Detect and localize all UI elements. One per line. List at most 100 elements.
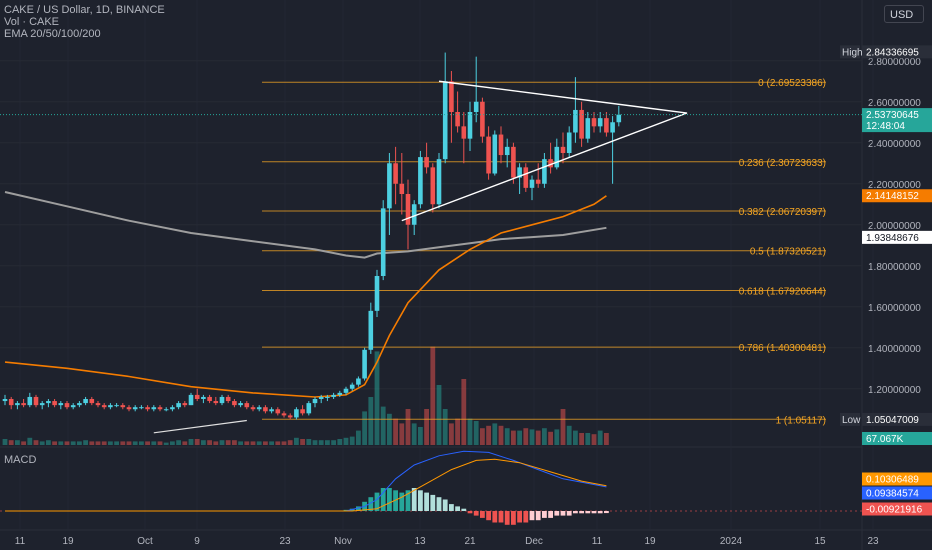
macd-histogram-bar	[411, 488, 417, 511]
time-tick-label: 11	[592, 536, 603, 547]
candle	[114, 403, 119, 408]
volume-bar	[504, 428, 510, 445]
macd-value-label: 0.10306489	[866, 475, 919, 486]
candle	[2, 394, 8, 406]
candle	[256, 405, 262, 412]
volume-bar	[300, 439, 305, 445]
volume-bar	[39, 441, 45, 445]
candle	[424, 142, 429, 174]
price-label-value: 2.53730645	[866, 110, 919, 121]
volume-bar	[430, 346, 436, 445]
candle	[89, 396, 95, 406]
price-tick-label: 2.80000000	[868, 57, 921, 68]
candle-body	[517, 167, 522, 178]
candle	[225, 394, 231, 404]
macd-histogram-bar	[486, 511, 491, 521]
time-tick-label: 21	[464, 536, 476, 547]
candle	[573, 77, 578, 143]
price-tick-label: 1.60000000	[868, 303, 921, 314]
volume-bar	[126, 441, 132, 445]
candle-body	[548, 159, 553, 168]
volume-bar	[498, 425, 504, 445]
candle	[145, 405, 150, 412]
candle-body	[498, 134, 504, 156]
candle-body	[387, 163, 392, 209]
price-tick-label: 1.80000000	[868, 262, 921, 273]
candle-body	[486, 136, 491, 174]
candle-body	[126, 407, 132, 410]
currency-button[interactable]: USD	[884, 5, 924, 23]
volume-bar	[312, 440, 318, 445]
candle	[399, 153, 405, 215]
candle-body	[542, 159, 547, 184]
macd-histogram-bar	[579, 511, 584, 514]
candle-body	[39, 403, 45, 406]
volume-bar	[15, 440, 20, 445]
price-label-value: 2.14148152	[866, 191, 919, 202]
volume-bar	[64, 441, 70, 445]
candle	[182, 401, 188, 408]
price-label-bg	[862, 412, 932, 426]
volume-bar	[157, 441, 163, 445]
candle	[542, 153, 547, 188]
volume-bar	[473, 421, 479, 445]
candle-body	[449, 81, 454, 112]
candle-body	[207, 396, 212, 402]
macd-histogram-bar	[492, 511, 498, 523]
candle	[194, 388, 200, 402]
time-tick-label: 11	[15, 536, 26, 547]
fib-level-label: 0.236 (2.30723633)	[739, 158, 826, 169]
volume-bar	[77, 441, 82, 445]
macd-histogram-bar	[517, 511, 522, 523]
candle-body	[157, 407, 163, 410]
volume-bar	[486, 425, 491, 445]
candle-body	[436, 159, 442, 205]
candle	[201, 394, 206, 404]
candle-body	[225, 396, 231, 402]
volume-bar	[163, 442, 169, 445]
macd-histogram-bar	[461, 508, 467, 511]
volume-bar	[585, 433, 591, 445]
candle	[436, 153, 442, 209]
candle-body	[89, 399, 95, 404]
macd-histogram-bar	[405, 490, 411, 511]
candle-body	[232, 401, 237, 406]
volume-bar	[244, 441, 250, 445]
volume-bar	[418, 427, 423, 445]
candle	[362, 347, 367, 381]
candle	[163, 407, 169, 412]
candle	[548, 142, 553, 174]
candle-body	[263, 407, 268, 412]
candle-body	[201, 396, 206, 399]
macd-label-bg	[862, 486, 932, 500]
candle-body	[374, 276, 380, 311]
candle	[213, 396, 219, 406]
candle-body	[610, 122, 615, 133]
volume-bar	[207, 440, 212, 445]
symbol-title: CAKE / US Dollar, 1D, BINANCE	[4, 4, 165, 16]
volume-bar	[8, 440, 14, 445]
candle	[269, 407, 274, 414]
candle-body	[325, 396, 330, 398]
candle-body	[591, 118, 597, 127]
price-label-bg	[862, 45, 932, 59]
macd-histogram-bar	[504, 511, 510, 525]
candle	[325, 394, 330, 402]
volume-bar	[58, 441, 64, 445]
candle	[207, 394, 212, 404]
candle	[331, 392, 336, 399]
candle	[610, 116, 615, 184]
candle	[523, 163, 529, 192]
volume-bar	[405, 409, 411, 445]
candle	[312, 396, 318, 408]
candle	[480, 97, 485, 143]
candle	[318, 394, 324, 404]
volume-bar	[424, 409, 429, 445]
candle	[263, 405, 268, 414]
volume-bar	[604, 433, 609, 445]
macd-histogram-bar	[380, 488, 386, 511]
time-tick-label: Oct	[137, 536, 153, 547]
candle-body	[573, 109, 578, 133]
price-label-value: 2.84336695	[866, 47, 919, 58]
